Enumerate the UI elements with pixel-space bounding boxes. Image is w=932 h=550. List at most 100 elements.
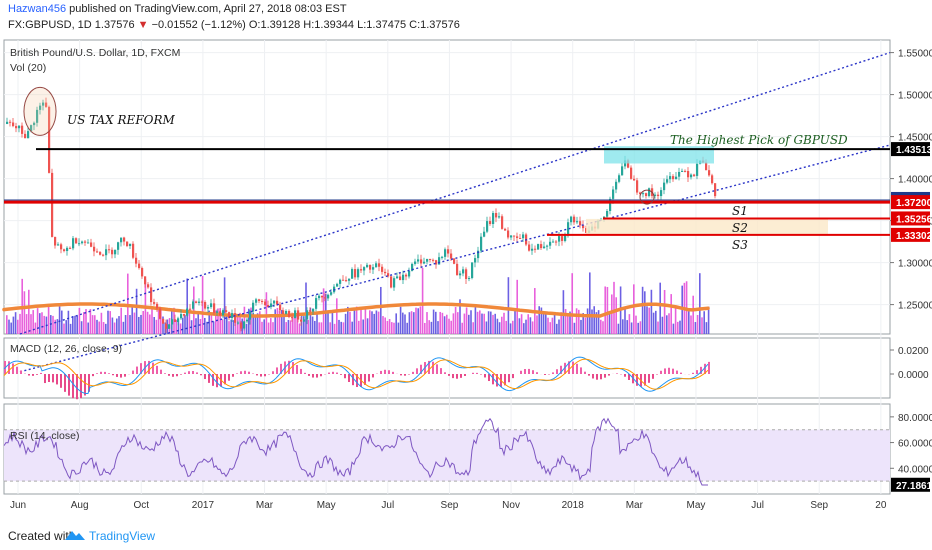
volume-bar [395,313,397,334]
candle-body [474,258,477,263]
text-labels: British Pound/U.S. Dollar, 1D, FXCM Vol … [10,47,848,442]
macd-histogram-bar [668,367,670,374]
candle-body [72,238,75,249]
candle-body [450,253,453,259]
macd-histogram-bar [708,361,710,374]
macd-histogram-bar [124,374,126,377]
volume-bar [373,313,375,334]
candle-body [171,319,174,325]
tax-reform-ellipse-fill [24,87,56,136]
candle-body [477,250,480,259]
volume-bar [384,317,386,334]
volume-bar [520,314,523,334]
macd-histogram-bar [348,374,350,382]
volume-bar [186,278,188,334]
candle-body [27,131,30,139]
macd-histogram-bar [272,371,274,374]
macd-histogram-bar [412,371,414,374]
volume-bar [514,309,516,334]
last-price: 1.37576 [94,19,135,31]
candle-body [306,310,309,320]
s3-label: S3 [732,238,748,252]
tradingview-brand-link[interactable]: TradingView [89,529,156,543]
candle-body [168,324,171,329]
volume-bar [703,311,705,334]
macd-histogram-bar [168,374,170,376]
candle-body [204,302,207,309]
macd-histogram-bar [672,368,674,374]
volume-bar [289,320,292,334]
macd-histogram-bar [172,374,174,377]
chart-canvas[interactable]: Jun Aug Oct 2017 Mar May Jul Sep Nov 2018 Mar May Ju… [0,38,932,520]
volume-bar [118,316,120,334]
volume-bar [399,306,402,334]
volume-bar [646,306,648,334]
volume-bar [545,311,547,334]
volume-bar [602,321,604,334]
macd-histogram-bar [260,374,262,377]
volume-bar [448,318,450,334]
candle-body [84,241,87,243]
volume-bar [536,315,538,334]
open-value: 1.39128 [260,19,301,31]
volume-bar [243,306,246,334]
volume-bar [197,312,199,334]
candle-body [210,303,213,308]
macd-histogram-bar [392,371,394,374]
candle-body [378,263,381,267]
candle-body [579,221,582,226]
volume-bar [232,320,235,334]
volume-bar [688,311,690,334]
volume-bar [287,319,290,334]
volume-bar [263,319,265,334]
tradingview-logo-icon [65,531,85,540]
volume-bar [657,321,659,334]
macd-histogram-bar [32,374,34,376]
macd-histogram-bar [588,374,590,376]
volume-bar [424,322,426,334]
macd-histogram-bar [296,365,298,374]
macd-histogram-bar [256,374,258,376]
macd-histogram-bar [464,374,466,376]
macd-histogram-bar [508,374,510,383]
volume-bar [410,311,413,334]
volume-bar [223,277,226,334]
macd-histogram-bar [368,374,370,382]
author-link[interactable]: Hazwan456 [8,3,67,15]
macd-histogram-bar [312,374,314,378]
candle-body [345,280,348,282]
macd-histogram-bar [388,370,390,374]
macd-histogram-bar [416,368,418,374]
volume-bar [36,308,39,334]
candle-body [213,303,216,313]
candle-body [264,301,267,305]
volume-bar [10,322,12,334]
x-tick-label: Nov [502,500,520,511]
volume-bar [441,312,444,334]
candle-body [426,258,429,262]
macd-histogram-bar [512,374,514,379]
candle-body [414,261,417,264]
macd-histogram-bar [132,370,134,374]
volume-bar [615,297,617,334]
macd-line [3,356,709,394]
volume-bar [446,314,448,334]
macd-histogram-bar [300,368,302,374]
macd-histogram-bar [408,374,410,375]
volume-bar [413,312,415,334]
volume-bar [567,313,569,334]
candle-body [471,262,474,279]
candle-body [639,192,642,194]
volume-ma-line [2,302,710,318]
volume-bar [91,315,94,334]
volume-bar [208,310,210,334]
volume-bar [564,309,567,334]
candle-body [42,102,45,106]
candle-body [708,170,711,176]
macd-histogram-bar [488,374,490,382]
candle-body [459,273,462,276]
volume-bar [569,311,571,334]
macd-histogram-bar [648,374,650,383]
volume-bar [417,308,419,334]
candle-body [57,244,60,246]
